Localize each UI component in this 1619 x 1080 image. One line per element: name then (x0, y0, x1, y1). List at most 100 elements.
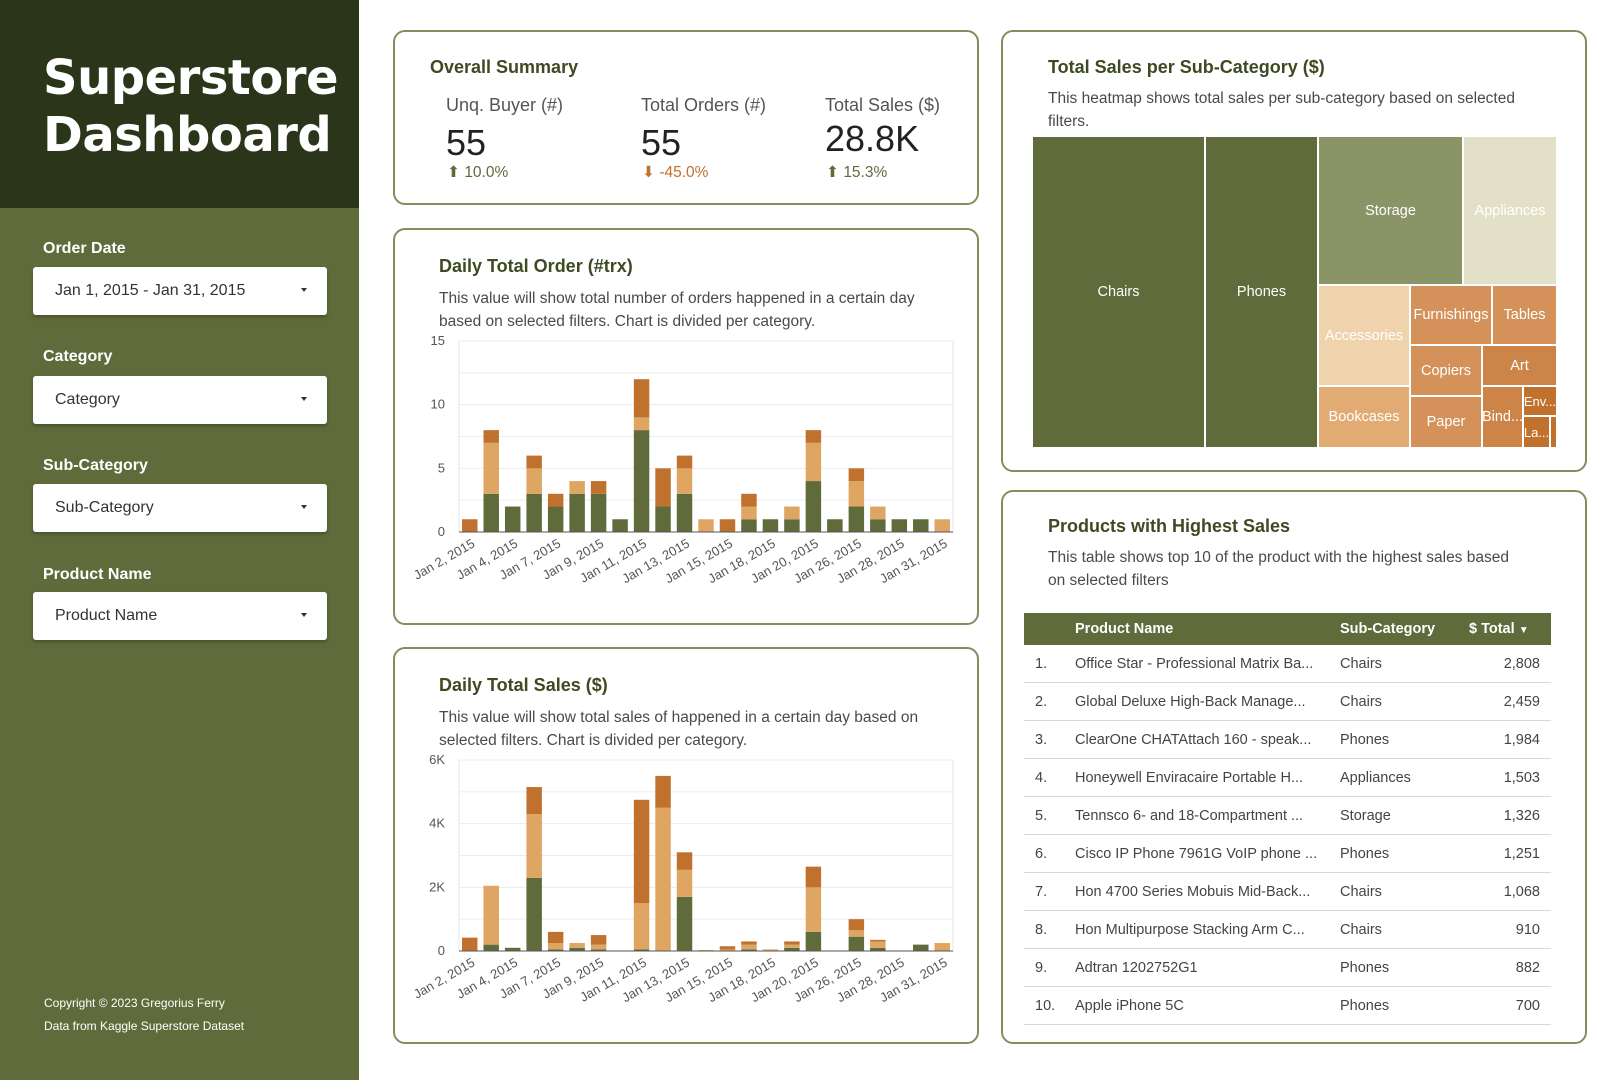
bar-segment (676, 455, 693, 469)
bar-segment (547, 931, 564, 944)
row-sub-category: Chairs (1340, 922, 1382, 938)
bar-segment (870, 519, 886, 532)
filter-label-order-date: Order Date (43, 240, 126, 257)
row-product-name: ClearOne CHATAttach 160 - speak... (1075, 732, 1312, 748)
treemap-cell-bookcases[interactable]: Bookcases (1318, 386, 1410, 448)
treemap-cell-storage[interactable]: Storage (1318, 136, 1463, 285)
category-dropdown[interactable]: Category (33, 376, 327, 424)
bar-segment (913, 944, 929, 951)
row-total: 1,326 (1503, 808, 1540, 824)
row-rank: 3. (1035, 732, 1048, 748)
column-header-total[interactable]: $ Total ▼ (1469, 621, 1529, 637)
y-tick-label: 0 (438, 524, 445, 539)
table-row[interactable]: 8. Hon Multipurpose Stacking Arm C... Chai… (1024, 911, 1551, 949)
bar-segment (547, 493, 564, 507)
bar-segment (741, 949, 757, 951)
chevron-down-icon (301, 613, 307, 617)
bar-segment (784, 519, 800, 532)
treemap-cell-copiers[interactable]: Copiers (1410, 345, 1482, 396)
y-tick-label: 6K (429, 752, 445, 767)
row-sub-category: Chairs (1340, 884, 1382, 900)
bar-segment (526, 455, 542, 469)
bar-segment (913, 519, 929, 532)
sort-desc-icon: ▼ (1518, 625, 1529, 636)
product-name-dropdown[interactable]: Product Name (33, 592, 327, 640)
row-total: 1,503 (1503, 770, 1540, 786)
table-row[interactable]: 6. Cisco IP Phone 7961G VoIP phone ... Pho… (1024, 835, 1551, 873)
column-header-product-name[interactable]: Product Name (1075, 621, 1174, 637)
row-total: 1,068 (1503, 884, 1540, 900)
bar-segment (784, 941, 800, 945)
bar-segment (762, 949, 779, 951)
treemap-cell-chairs[interactable]: Chairs (1032, 136, 1205, 448)
kpi-delta-total-sales: ⬆ 15.3% (826, 164, 888, 181)
bar-segment (891, 519, 908, 532)
treemap-cell-tables[interactable]: Tables (1492, 285, 1557, 345)
treemap-cell-phones[interactable]: Phones (1205, 136, 1318, 448)
table-row[interactable]: 10. Apple iPhone 5C Phones 700 (1024, 987, 1551, 1025)
bar-segment (676, 468, 693, 494)
chevron-down-icon (301, 505, 307, 509)
bar-segment (547, 506, 564, 532)
bar-segment (633, 379, 650, 418)
treemap-cell-labels[interactable]: La... (1523, 416, 1550, 448)
bar-segment (612, 519, 628, 532)
arrow-up-icon: ⬆ (447, 164, 460, 181)
table-row[interactable]: 4. Honeywell Enviracaire Portable H... App… (1024, 759, 1551, 797)
table-row[interactable]: 7. Hon 4700 Series Mobuis Mid-Back... Chai… (1024, 873, 1551, 911)
filter-label-product-name: Product Name (43, 566, 152, 583)
treemap-cell-other[interactable] (1550, 416, 1557, 448)
kpi-value-total-sales: 28.8K (825, 118, 920, 159)
bar-segment (741, 944, 757, 950)
table-row[interactable]: 2. Global Deluxe High-Back Manage... Chair… (1024, 683, 1551, 721)
y-tick-label: 5 (438, 460, 445, 475)
treemap-cell-art[interactable]: Art (1482, 345, 1557, 386)
arrow-up-icon: ⬆ (826, 164, 839, 181)
bar-segment (590, 935, 607, 945)
row-rank: 9. (1035, 960, 1048, 976)
bar-segment (741, 506, 757, 520)
treemap-cell-paper[interactable]: Paper (1410, 396, 1482, 448)
bar-segment (483, 944, 499, 951)
row-rank: 1. (1035, 656, 1048, 672)
sub-category-dropdown[interactable]: Sub-Category (33, 484, 327, 532)
bar-segment (784, 944, 800, 948)
bar-segment (590, 949, 607, 951)
products-title: Products with Highest Sales (1048, 516, 1291, 536)
bar-segment (805, 866, 822, 888)
y-tick-label: 2K (429, 879, 445, 894)
row-sub-category: Chairs (1340, 694, 1382, 710)
bar-segment (805, 442, 822, 482)
bar-segment (547, 943, 564, 950)
row-rank: 6. (1035, 846, 1048, 862)
table-row[interactable]: 1. Office Star - Professional Matrix Ba..… (1024, 645, 1551, 683)
treemap-cell-binders[interactable]: Bind... (1482, 386, 1523, 448)
bar-segment (741, 941, 757, 945)
row-product-name: Honeywell Enviracaire Portable H... (1075, 770, 1304, 786)
row-rank: 5. (1035, 808, 1048, 824)
treemap-cell-appliances[interactable]: Appliances (1463, 136, 1557, 285)
column-header-sub-category[interactable]: Sub-Category (1340, 621, 1436, 637)
bar-segment (590, 481, 607, 494)
product-name-value: Product Name (55, 607, 158, 624)
order-date-dropdown[interactable]: Jan 1, 2015 - Jan 31, 2015 (33, 267, 327, 315)
row-sub-category: Phones (1340, 998, 1390, 1014)
daily-sales-description: This value will show total sales of happ… (439, 709, 919, 749)
treemap-cell-furnishings[interactable]: Furnishings (1410, 285, 1492, 345)
table-row[interactable]: 5. Tennsco 6- and 18-Compartment ... Stora… (1024, 797, 1551, 835)
table-row[interactable]: 9. Adtran 1202752G1 Phones 882 (1024, 949, 1551, 987)
bar-segment (526, 814, 542, 878)
row-total: 1,984 (1503, 732, 1540, 748)
bar-segment (848, 930, 865, 937)
bar-segment (870, 947, 886, 951)
treemap-cell-envelopes[interactable]: Env... (1523, 386, 1557, 416)
bar-segment (848, 481, 865, 507)
bar-segment (762, 519, 779, 532)
row-product-name: Adtran 1202752G1 (1075, 960, 1198, 976)
products-table: Product Name Sub-Category $ Total ▼ 1. Of… (1024, 613, 1551, 1025)
arrow-down-icon: ⬇ (642, 164, 655, 181)
treemap-cell-accessories[interactable]: Accessories (1318, 285, 1410, 386)
row-product-name: Global Deluxe High-Back Manage... (1075, 694, 1306, 710)
table-row[interactable]: 3. ClearOne CHATAttach 160 - speak... Phon… (1024, 721, 1551, 759)
row-total: 882 (1515, 960, 1540, 976)
